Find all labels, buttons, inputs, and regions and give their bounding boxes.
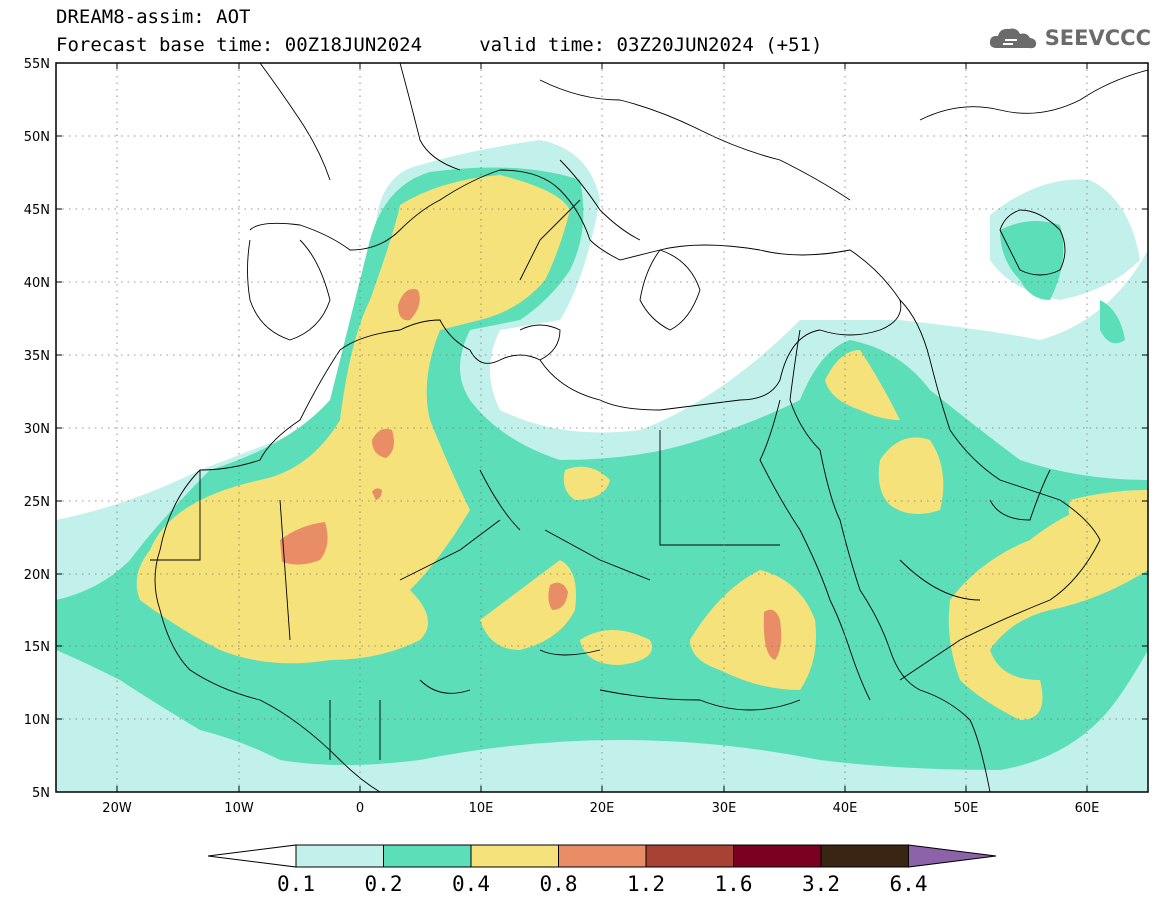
colorbar-label: 0.1 [277, 872, 315, 896]
lat-tick-label: 45N [24, 203, 50, 218]
brand-text: SEEVCCC [1044, 26, 1151, 50]
lon-tick-label: 60E [1075, 801, 1100, 816]
coastlines [150, 63, 1148, 792]
colorbar-under-arrow [207, 844, 297, 868]
lat-tick-labels: 55N 50N 45N 40N 35N 30N 25N 20N 15N 10N … [24, 57, 50, 801]
colorbar-swatch [733, 844, 822, 868]
colorbar-label: 3.2 [802, 872, 840, 896]
lat-tick-label: 20N [24, 568, 50, 583]
brand-logo: SEEVCCC [987, 24, 1151, 52]
lat-tick-label: 10N [24, 713, 50, 728]
colorbar-swatch [470, 844, 559, 868]
lat-tick-label: 40N [24, 276, 50, 291]
colorbar-label: 0.4 [452, 872, 490, 896]
forecast-time-line: Forecast base time: 00Z18JUN2024 valid t… [56, 34, 823, 56]
colorbar-label: 0.2 [365, 872, 403, 896]
lon-tick-label: 10W [224, 801, 254, 816]
lat-tick-label: 30N [24, 422, 50, 437]
colorbar-swatch [383, 844, 472, 868]
lat-tick-label: 50N [24, 130, 50, 145]
aot-field [56, 140, 1148, 792]
colorbar-over-arrow [908, 844, 997, 868]
colorbar-label: 1.2 [627, 872, 665, 896]
lon-tick-label: 50E [954, 801, 979, 816]
aot-band-0-4 [136, 175, 1148, 720]
lat-lon-grid [56, 63, 1148, 792]
lon-tick-label: 10E [469, 801, 494, 816]
aot-band-0-8 [280, 289, 782, 660]
colorbar-swatch [295, 844, 384, 868]
colorbar-swatch [645, 844, 734, 868]
colorbar-swatch [558, 844, 647, 868]
colorbar-label: 0.8 [540, 872, 578, 896]
map-title: DREAM8-assim: AOT [56, 6, 251, 28]
lon-tick-label: 20W [102, 801, 132, 816]
lon-tick-label: 40E [833, 801, 858, 816]
lat-tick-label: 5N [32, 786, 50, 801]
colorbar-swatch [820, 844, 909, 868]
lon-tick-labels: 20W 10W 0 10E 20E 30E 40E 50E 60E [102, 801, 1099, 816]
lat-tick-label: 55N [24, 57, 50, 72]
colorbar-label: 1.6 [715, 872, 753, 896]
lon-tick-label: 30E [712, 801, 737, 816]
colorbar: 0.1 0.2 0.4 0.8 1.2 1.6 3.2 6.4 [207, 844, 997, 896]
lat-tick-label: 15N [24, 640, 50, 655]
lat-tick-label: 25N [24, 495, 50, 510]
lat-tick-label: 35N [24, 349, 50, 364]
lon-tick-label: 20E [590, 801, 615, 816]
tick-marks [56, 63, 1148, 792]
lon-tick-label: 0 [356, 801, 364, 816]
colorbar-label: 6.4 [890, 872, 928, 896]
cloud-logo-icon [989, 28, 1036, 49]
